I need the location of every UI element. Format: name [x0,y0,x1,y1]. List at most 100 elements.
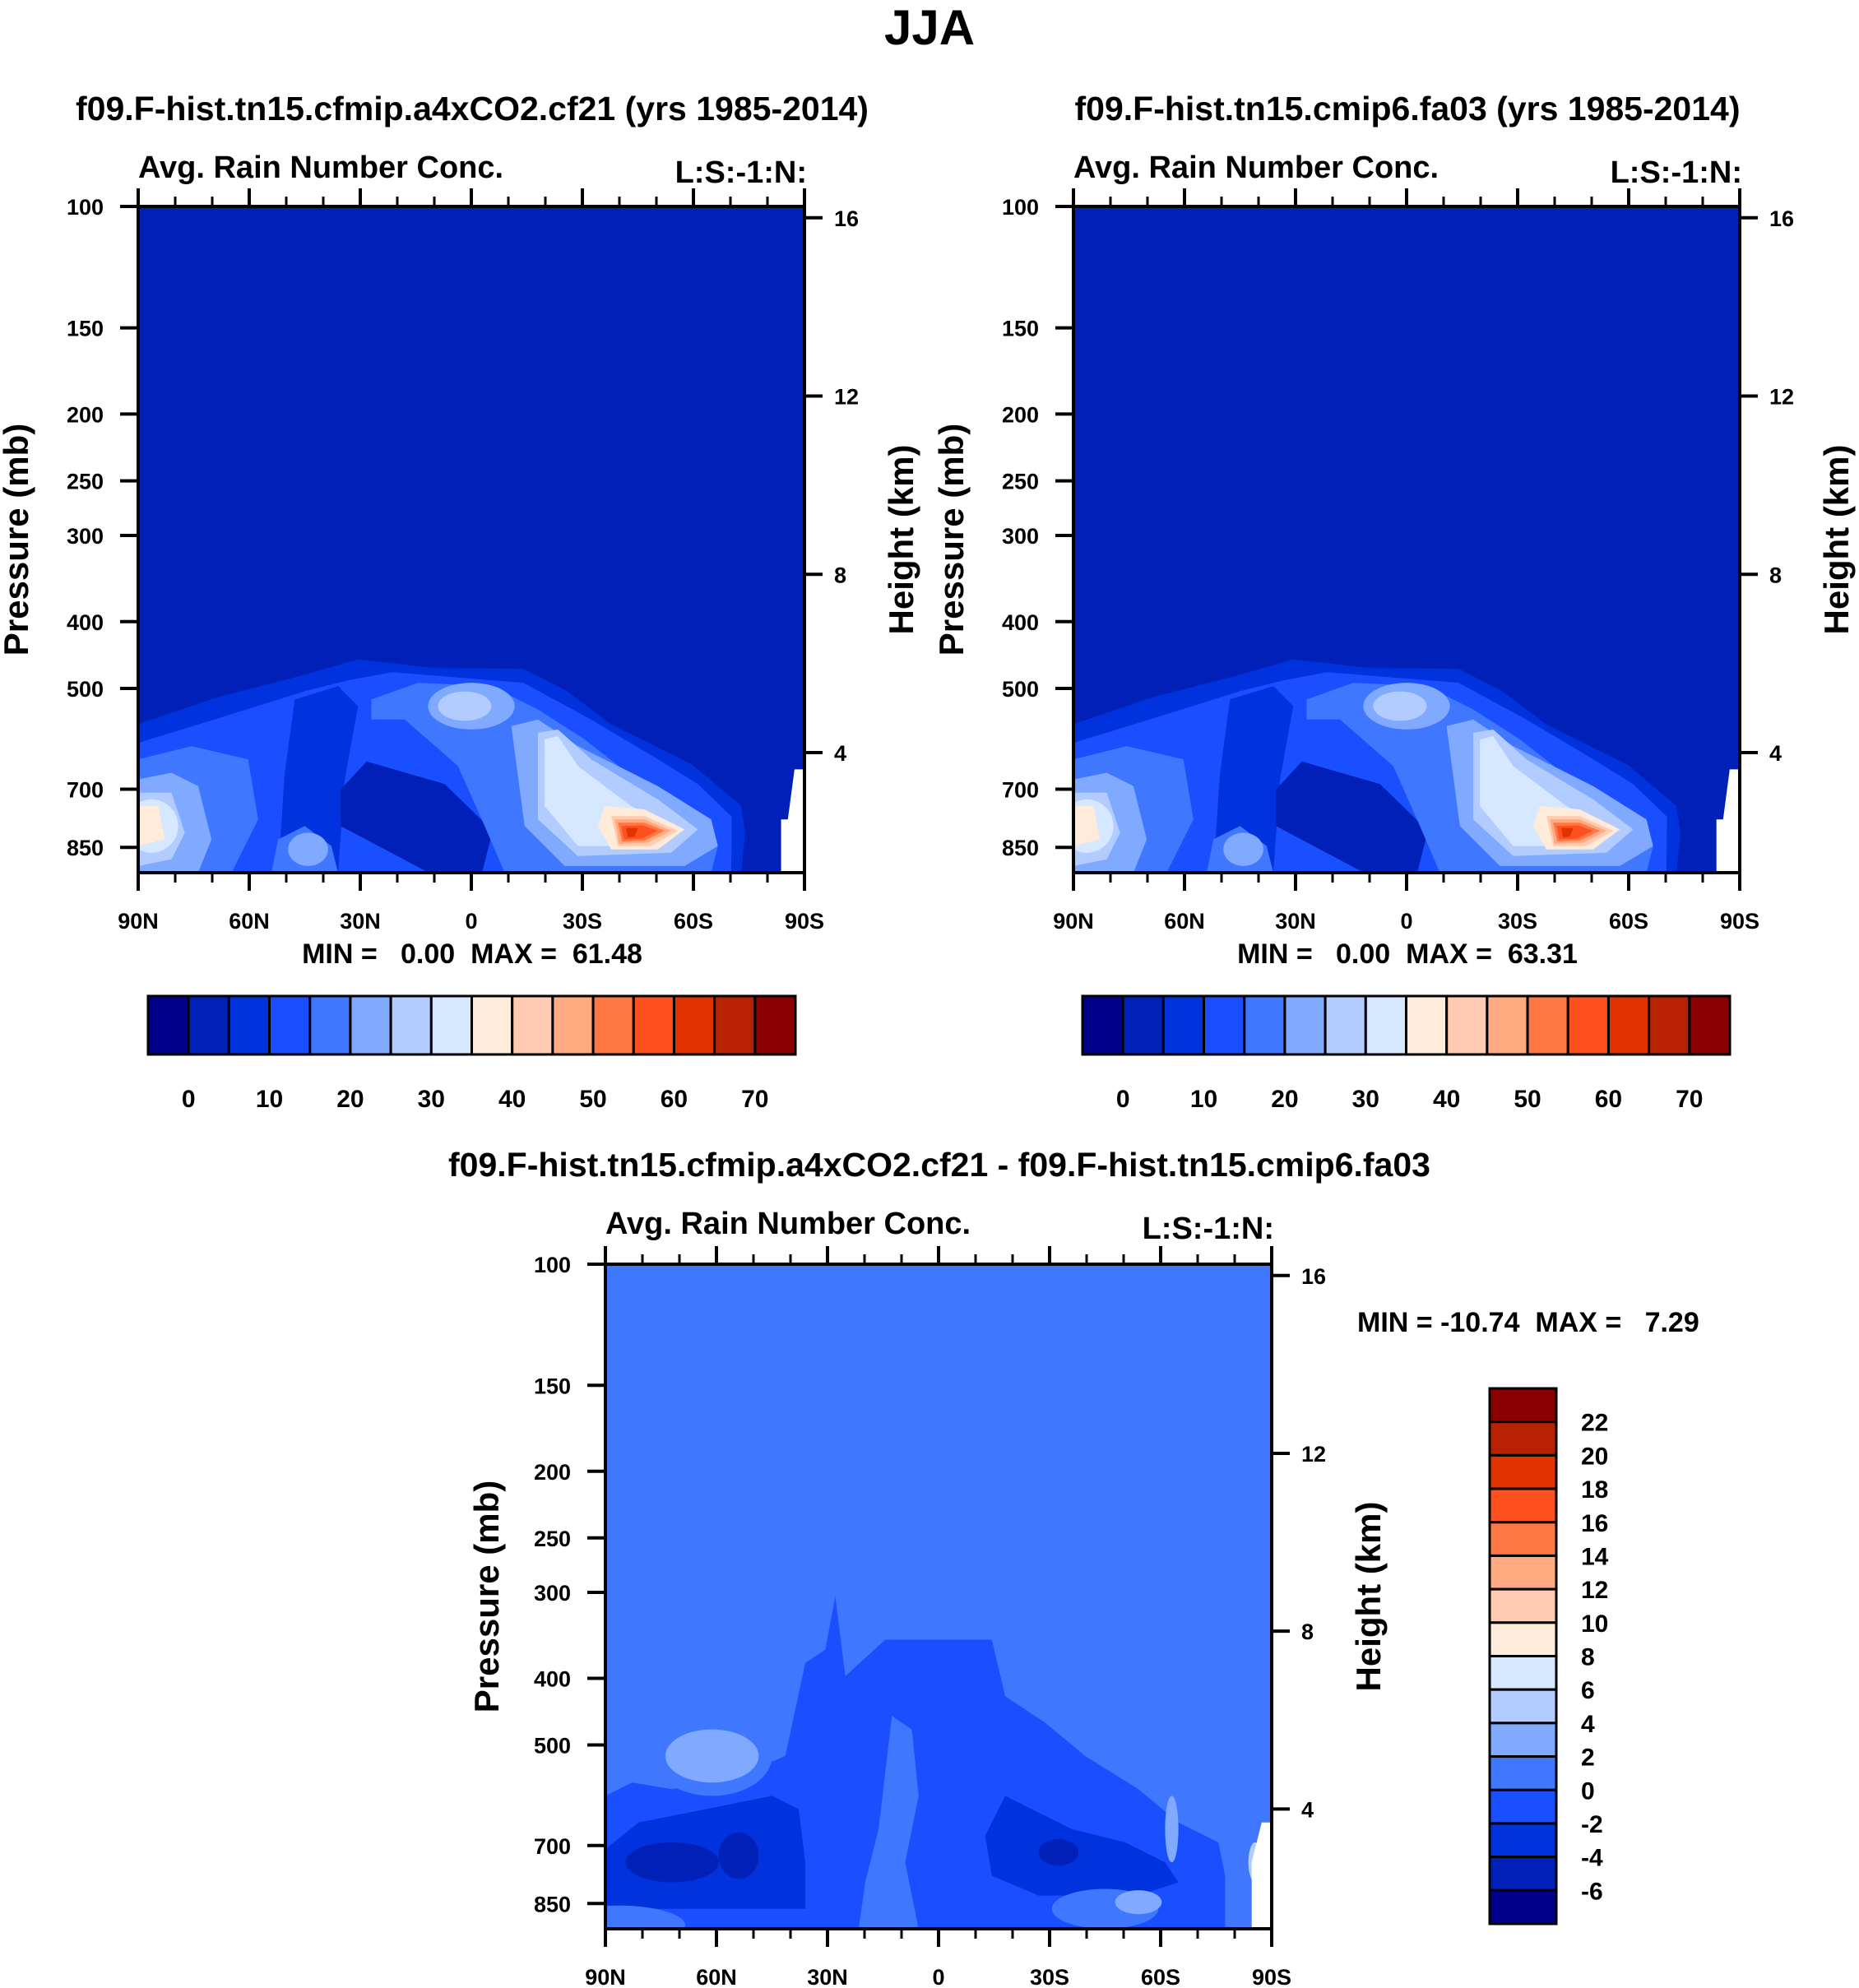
colorbar-label: 18 [1581,1476,1608,1504]
contour-region [605,1905,686,1929]
min-max-stats: MIN = 0.00 MAX = 61.48 [302,938,642,970]
colorbar-box [1488,1655,1558,1691]
panel-difference: f09.F-hist.tn15.cfmip.a4xCO2.cf21 - f09.… [448,1146,1699,1988]
colorbar-label: 6 [1581,1677,1595,1704]
colorbar-label: 10 [1190,1086,1217,1113]
units-label: L:S:-1:N: [1143,1212,1274,1246]
colorbar-box [1688,994,1732,1056]
colorbar-box [1488,1554,1558,1591]
colorbar-box [389,994,433,1056]
x-tick-label: 0 [932,1965,944,1988]
colorbar-label: 30 [418,1086,445,1113]
x-tick-label: 60S [1609,909,1648,934]
colorbar-box [1526,994,1569,1056]
colorbar-box [1324,994,1367,1056]
contour-region [1073,806,1101,846]
colorbar-box [1203,994,1246,1056]
colorbar-box [1488,1521,1558,1557]
y-tick-label: 500 [67,677,104,702]
colorbar-label: 40 [1433,1086,1460,1113]
x-tick-label: 60N [229,909,270,934]
colorbar-box [1364,994,1407,1056]
x-tick-label: 0 [465,909,477,934]
y-tick-label: 250 [67,470,104,494]
x-tick-label: 60S [674,909,713,934]
y-tick-label: 100 [1002,195,1039,220]
y-right-tick-label: 8 [834,563,846,587]
missing-data-region [1251,1822,1272,1929]
y-tick-label: 150 [67,317,104,341]
y-tick-label: 500 [534,1734,571,1759]
missing-data-region [1716,769,1740,873]
variable-label: Avg. Rain Number Conc. [138,151,503,185]
y-right-tick-label: 12 [1769,385,1794,410]
y-tick-label: 850 [534,1892,571,1916]
colorbar-box [1488,1587,1558,1624]
colorbar-label: 10 [1581,1610,1608,1638]
x-tick-label: 90S [785,909,824,934]
contour-field [605,1264,1272,1929]
colorbar-label: 40 [498,1086,526,1113]
panel-cf21: f09.F-hist.tn15.cfmip.a4xCO2.cf21 (yrs 1… [0,90,920,1113]
panel-title: f09.F-hist.tn15.cmip6.fa03 (yrs 1985-201… [1075,90,1741,127]
colorbar-label: 60 [661,1086,688,1113]
y-right-axis-title: Height (km) [1817,445,1856,635]
variable-label: Avg. Rain Number Conc. [605,1207,971,1241]
y-right-tick-label: 16 [834,206,859,231]
colorbar-label: -4 [1581,1845,1603,1872]
colorbar-box [227,994,271,1056]
colorbar-box [591,994,635,1056]
x-tick-label: 30S [563,909,602,934]
colorbar-label: 0 [182,1086,196,1113]
colorbar-box [753,994,797,1056]
x-tick-label: 30S [1498,909,1537,934]
y-tick-label: 250 [534,1527,571,1551]
y-tick-label: 300 [534,1581,571,1606]
x-tick-label: 60N [1164,909,1205,934]
colorbar-box [1488,1856,1558,1892]
y-tick-label: 150 [1002,317,1039,341]
colorbar-label: 12 [1581,1577,1608,1604]
colorbar-label: 70 [741,1086,768,1113]
y-tick-label: 700 [534,1834,571,1859]
colorbar-label: 70 [1676,1086,1703,1113]
colorbar-box [1488,1621,1558,1657]
contour-region [1223,832,1263,866]
colorbar-box [1243,994,1286,1056]
colorbar-label: -6 [1581,1878,1603,1905]
contour-region [288,832,328,866]
colorbar-box [672,994,716,1056]
y-right-tick-label: 4 [1769,741,1782,766]
x-tick-label: 30S [1030,1965,1069,1988]
y-tick-label: 300 [67,524,104,549]
colorbar-box [632,994,675,1056]
colorbar-box [308,994,352,1056]
colorbar-box [268,994,312,1056]
x-tick-label: 30N [1275,909,1316,934]
panel-title: f09.F-hist.tn15.cfmip.a4xCO2.cf21 (yrs 1… [76,90,869,127]
y-right-tick-label: 4 [1301,1797,1314,1822]
colorbar-label: 50 [1514,1086,1541,1113]
y-right-tick-label: 16 [1769,206,1794,231]
colorbar-label: 0 [1581,1777,1595,1805]
x-tick-label: 90S [1720,909,1759,934]
contour-region [1165,1796,1179,1863]
colorbar-label: 20 [1271,1086,1298,1113]
contour-region [1560,827,1574,838]
y-axis-title: Pressure (mb) [467,1481,506,1712]
colorbar-label: -2 [1581,1811,1603,1838]
contour-region [625,827,638,838]
contour-region [1038,1838,1079,1866]
y-axis-title: Pressure (mb) [932,424,971,656]
y-right-tick-label: 12 [1301,1442,1326,1467]
colorbar-label: 50 [579,1086,606,1113]
colorbar-box [511,994,554,1056]
colorbar-box [551,994,595,1056]
missing-data-region [781,769,804,873]
x-tick-label: 30N [340,909,381,934]
colorbar-box [1121,994,1165,1056]
colorbar-label: 20 [1581,1443,1608,1470]
colorbar-box [187,994,230,1056]
